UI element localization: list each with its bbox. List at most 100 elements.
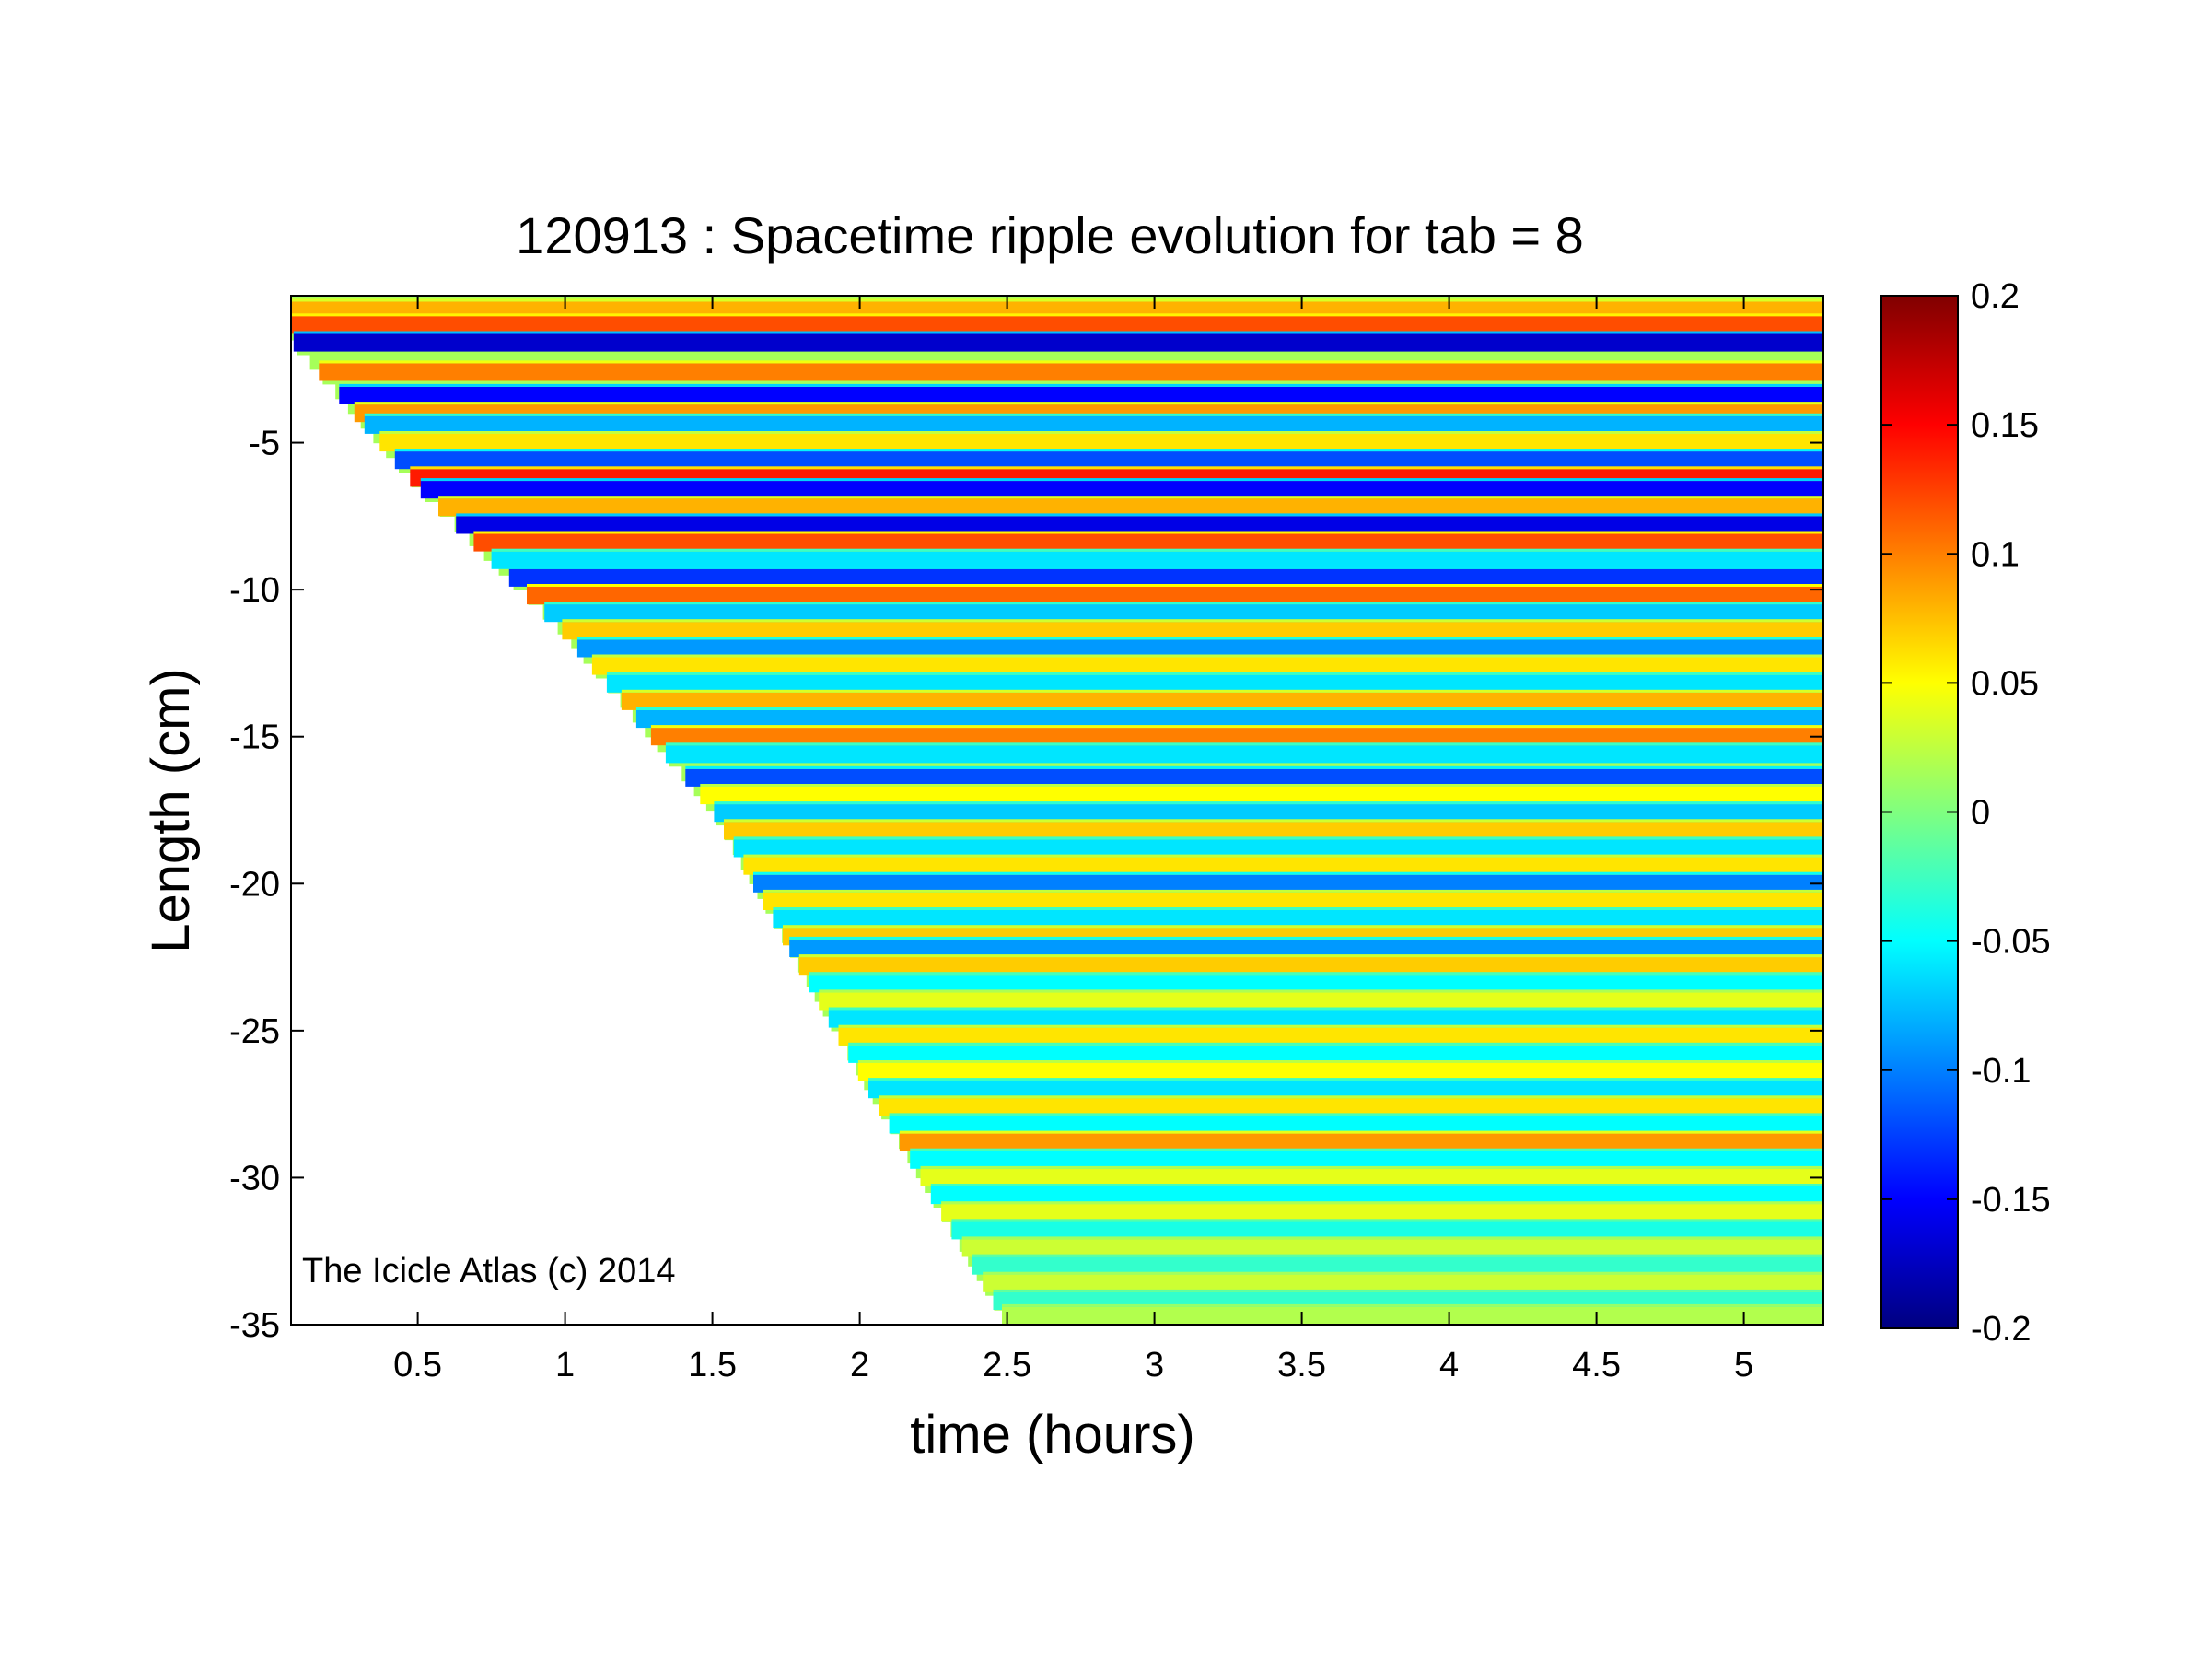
heatmap-band <box>438 498 1823 517</box>
heatmap-band <box>983 1274 1823 1292</box>
heatmap-band <box>724 822 1823 840</box>
heatmap-band <box>809 975 1823 993</box>
heatmap-band <box>420 481 1823 499</box>
heatmap-band-edge <box>473 531 1823 534</box>
y-ticks: -5 -10 -15 -20 -25 -30 -35 <box>229 425 1823 1345</box>
heatmap-band <box>773 910 1823 929</box>
heatmap-band-edge <box>763 889 1823 893</box>
heatmap-band <box>930 1186 1823 1205</box>
heatmap-band <box>910 1151 1823 1169</box>
y-tick-label: -35 <box>229 1306 280 1345</box>
heatmap-band-edge <box>930 1184 1823 1186</box>
heatmap-band <box>621 692 1823 710</box>
heatmap-band-edge <box>410 466 1823 470</box>
heatmap-band-edge <box>941 1201 1823 1205</box>
heatmap-band-edge <box>773 907 1823 910</box>
heatmap-band-edge <box>379 431 1823 434</box>
x-tick-label: 2 <box>850 1346 869 1384</box>
heatmap-band-edge <box>889 1113 1823 1116</box>
y-tick-label: -25 <box>229 1012 280 1051</box>
heatmap-band-edge <box>420 478 1823 482</box>
heatmap-band <box>319 363 1823 381</box>
heatmap-band <box>889 1116 1823 1134</box>
annotation: The Icicle Atlas (c) 2014 <box>302 1252 676 1291</box>
colorbar-tick-label: 0.2 <box>1971 277 2020 316</box>
colorbar-tick-label: -0.2 <box>1971 1310 2031 1349</box>
heatmap-band <box>951 1221 1823 1240</box>
heatmap-band-edge <box>714 801 1823 805</box>
heatmap-band <box>562 622 1823 640</box>
heatmap-band-edge <box>733 836 1823 840</box>
heatmap-band <box>491 551 1823 569</box>
colorbar-tick-label: 0.05 <box>1971 664 2039 703</box>
colorbar-tick-label: 0.1 <box>1971 535 2020 574</box>
y-tick-label: -20 <box>229 865 280 904</box>
x-tick-label: 2.5 <box>983 1346 1031 1384</box>
heatmap-band <box>819 992 1823 1011</box>
x-tick-label: 4 <box>1439 1346 1459 1384</box>
heatmap-band <box>665 745 1823 764</box>
x-tick-label: 3.5 <box>1277 1346 1326 1384</box>
heatmap-band <box>743 857 1823 875</box>
x-ticks: 0.5 1 1.5 2 2.5 3 3.5 4 4.5 5 <box>393 296 1753 1384</box>
heatmap-band-edge <box>783 925 1823 929</box>
heatmap-band-edge <box>857 1060 1823 1063</box>
heatmap-band-edge <box>993 1289 1823 1292</box>
y-tick-label: -5 <box>249 425 280 463</box>
heatmap-band-edge <box>753 871 1823 875</box>
x-tick-label: 3 <box>1145 1346 1164 1384</box>
y-tick-label: -10 <box>229 571 280 610</box>
heatmap-band <box>789 939 1823 957</box>
heatmap-band-edge <box>665 742 1823 746</box>
heatmap-band-edge <box>838 1024 1823 1028</box>
heatmap-band-edge <box>394 449 1823 452</box>
heatmap-band-edge <box>491 548 1823 552</box>
heatmap-band <box>857 1063 1823 1081</box>
heatmap-band <box>394 451 1823 470</box>
heatmap-band-edge <box>456 513 1823 517</box>
heatmap-band-edge <box>621 689 1823 693</box>
plot-area: 0.5 1 1.5 2 2.5 3 3.5 4 4.5 5 -5 -10 -15 -20 -25 -30 -3… <box>229 295 1824 1384</box>
heatmap-band-edge <box>364 413 1823 416</box>
heatmap-band-edge <box>951 1219 1823 1222</box>
x-tick-label: 0.5 <box>393 1346 442 1384</box>
heatmap-band <box>456 516 1823 534</box>
heatmap-band-edge <box>591 654 1823 658</box>
heatmap-band <box>753 874 1823 893</box>
colorbar: 0.2 0.15 0.1 0.05 0 -0.05 -0.1 -0.15 -0.2 <box>1880 277 2051 1349</box>
heatmap-band <box>972 1256 1823 1275</box>
heatmap-band <box>473 533 1823 552</box>
heatmap-band <box>591 657 1823 675</box>
heatmap-band-edge <box>650 725 1823 729</box>
heatmap-band-edge <box>606 672 1823 675</box>
heatmap-band-edge <box>983 1271 1823 1275</box>
colorbar-tick-label: 0.15 <box>1971 406 2039 445</box>
heatmap-band <box>685 768 1823 787</box>
heatmap-band-edge <box>685 765 1823 769</box>
heatmap-band-edge <box>293 331 1823 334</box>
heatmap-band-edge <box>961 1236 1823 1240</box>
heatmap-band <box>364 415 1823 434</box>
heatmap-band-edge <box>1002 1303 1823 1307</box>
colorbar-tick-label: -0.05 <box>1971 923 2051 962</box>
heatmap-band <box>828 1010 1823 1028</box>
colorbar-tick-label: 0 <box>1971 794 1990 833</box>
heatmap-band-edge <box>527 584 1823 587</box>
heatmap-band <box>879 1098 1823 1116</box>
x-axis-label: time (hours) <box>910 1405 1194 1465</box>
heatmap-band <box>868 1081 1823 1099</box>
heatmap-band-edge <box>438 496 1823 499</box>
heatmap-band <box>650 728 1823 746</box>
heatmap-band <box>291 316 1823 334</box>
colorbar-tick-label: -0.15 <box>1971 1181 2051 1220</box>
heatmap-band <box>961 1239 1823 1257</box>
heatmap-band <box>606 674 1823 693</box>
heatmap-band-edge <box>319 360 1823 364</box>
heatmap-band <box>576 639 1823 658</box>
heatmap-band <box>920 1168 1823 1186</box>
plot-frame <box>290 295 1824 1326</box>
heatmap-band <box>339 386 1823 404</box>
heatmap-band-edge <box>798 954 1823 958</box>
heatmap-band-edge <box>879 1095 1823 1099</box>
